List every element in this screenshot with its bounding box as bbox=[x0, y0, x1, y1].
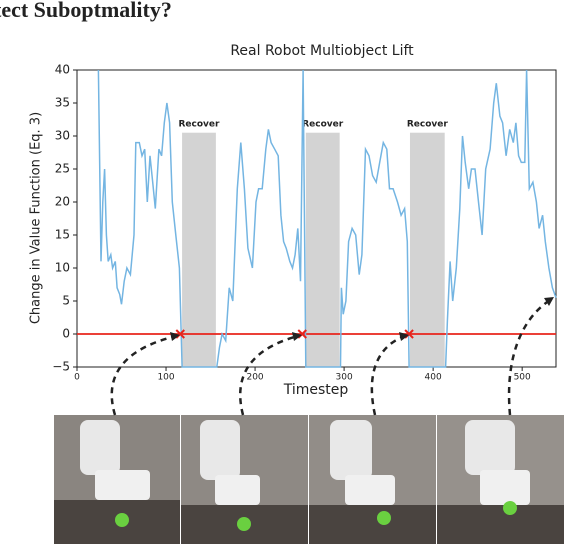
recover-region bbox=[409, 132, 445, 367]
x-tick-label: 0 bbox=[74, 373, 80, 383]
arrows bbox=[110, 298, 551, 416]
arrow bbox=[507, 298, 551, 416]
heading: tect Suboptmality? bbox=[0, 0, 172, 22]
chart-title: Real Robot Multiobject Lift bbox=[230, 43, 414, 59]
y-axis-label: Change in Value Function (Eq. 3) bbox=[29, 112, 44, 324]
x-tick-label: 400 bbox=[425, 373, 442, 383]
y-tick-label: −5 bbox=[52, 360, 70, 374]
y-tick-label: 0 bbox=[62, 327, 70, 341]
arrow bbox=[370, 334, 406, 416]
y-tick-label: 5 bbox=[62, 294, 70, 308]
recover-region bbox=[182, 132, 216, 367]
y-tick-label: 30 bbox=[55, 129, 70, 143]
x-axis-label: Timestep bbox=[283, 382, 349, 398]
arrowhead bbox=[544, 297, 554, 306]
series-line bbox=[97, 69, 557, 368]
x-tick-label: 300 bbox=[336, 373, 353, 383]
arrowhead bbox=[292, 332, 302, 341]
region-label: Recover bbox=[178, 120, 220, 130]
arrowheads bbox=[170, 297, 554, 341]
x-tick-label: 500 bbox=[514, 373, 531, 383]
x-tick-label: 200 bbox=[246, 373, 263, 383]
photo bbox=[437, 415, 564, 544]
y-tick-label: 20 bbox=[55, 195, 70, 209]
photos bbox=[54, 415, 564, 544]
photo bbox=[181, 415, 308, 544]
photo bbox=[54, 415, 180, 544]
y-tick-label: 10 bbox=[55, 261, 70, 275]
region-label: Recover bbox=[302, 120, 344, 130]
arrowhead bbox=[399, 332, 409, 341]
arrow bbox=[239, 334, 299, 416]
y-tick-label: 25 bbox=[55, 162, 70, 176]
y-tick-label: 35 bbox=[55, 96, 70, 110]
region-label: Recover bbox=[407, 120, 449, 130]
x-tick-label: 100 bbox=[157, 373, 174, 383]
recover-region bbox=[305, 132, 340, 367]
y-tick-label: 15 bbox=[55, 228, 70, 242]
y-tick-label: 40 bbox=[55, 63, 70, 77]
arrow bbox=[110, 334, 177, 416]
arrowhead bbox=[170, 332, 180, 341]
photo bbox=[309, 415, 436, 544]
